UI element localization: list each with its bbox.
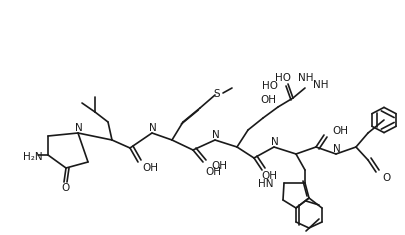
Text: O: O bbox=[61, 183, 69, 193]
Text: N: N bbox=[75, 123, 83, 133]
Text: OH: OH bbox=[261, 171, 277, 181]
Text: HO: HO bbox=[262, 81, 278, 91]
Text: NH: NH bbox=[298, 73, 313, 83]
Text: N: N bbox=[212, 130, 220, 140]
Text: OH: OH bbox=[142, 163, 158, 173]
Text: OH: OH bbox=[211, 161, 227, 171]
Text: N: N bbox=[271, 137, 279, 147]
Text: OH: OH bbox=[260, 95, 276, 105]
Text: N: N bbox=[333, 144, 341, 154]
Text: N: N bbox=[149, 123, 157, 133]
Text: NH: NH bbox=[313, 80, 328, 90]
Text: HO: HO bbox=[275, 73, 291, 83]
Text: HN: HN bbox=[258, 179, 274, 189]
Text: H₂N: H₂N bbox=[23, 152, 43, 162]
Text: OH: OH bbox=[205, 167, 221, 177]
Text: S: S bbox=[214, 89, 220, 99]
Text: O: O bbox=[382, 173, 390, 183]
Text: OH: OH bbox=[332, 126, 348, 136]
